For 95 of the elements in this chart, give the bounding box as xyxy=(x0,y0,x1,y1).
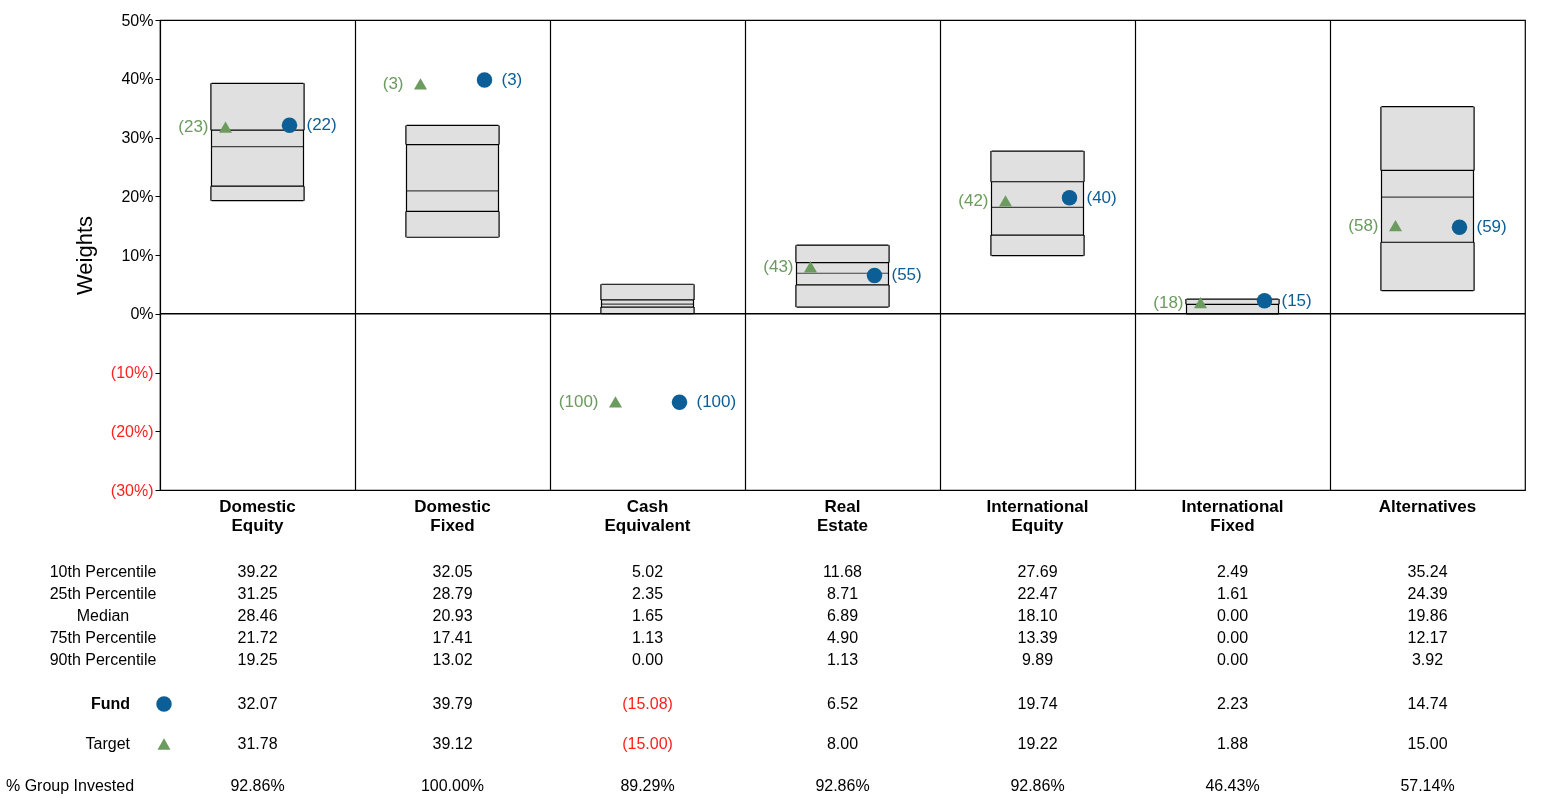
y-tick-label: (10%) xyxy=(110,364,154,381)
text: (15.00) xyxy=(622,735,673,752)
text: 39.12 xyxy=(432,735,473,752)
y-tick-label: 40% xyxy=(121,70,154,88)
text: 0.00 xyxy=(631,651,664,668)
x-tick-label: Real Estate xyxy=(816,496,869,535)
x-tick-label: Alternatives xyxy=(1378,496,1477,516)
text: 19.22 xyxy=(1017,735,1058,752)
text: 24.39 xyxy=(1407,585,1448,602)
text: 2.23 xyxy=(1216,695,1249,712)
text: 20.93 xyxy=(432,607,473,624)
text: 1.61 xyxy=(1216,585,1249,602)
text: 21.72 xyxy=(237,629,278,646)
text: 11.68 xyxy=(823,563,863,580)
annotation: (22) xyxy=(306,115,337,135)
legend-label: Fund xyxy=(90,695,130,712)
annotation: (23) xyxy=(178,117,209,137)
text: 31.78 xyxy=(237,735,278,752)
text: 39.22 xyxy=(237,563,278,580)
annotation: (55) xyxy=(891,265,922,285)
x-tick-label: Domestic Fixed xyxy=(414,496,491,535)
y-tick-label: (30%) xyxy=(110,481,154,499)
text: 15.00 xyxy=(1407,735,1448,752)
text: 28.79 xyxy=(432,585,473,602)
text: 8.71 xyxy=(826,585,859,602)
text: 92.86% xyxy=(815,777,870,794)
text: 13.39 xyxy=(1017,629,1058,646)
text: 27.69 xyxy=(1017,563,1058,580)
text: 92.86% xyxy=(1010,777,1065,794)
text: 19.74 xyxy=(1017,695,1058,712)
text: 6.89 xyxy=(826,607,859,624)
text: 2.35 xyxy=(631,585,664,602)
y-tick-label: 30% xyxy=(121,129,154,146)
text: 18.10 xyxy=(1017,607,1058,624)
text: 12.17 xyxy=(1407,629,1448,646)
text: 3.92 xyxy=(1411,651,1444,668)
text: 22.47 xyxy=(1017,585,1058,602)
text: 89.29% xyxy=(620,777,675,794)
x-tick-label: International Equity xyxy=(986,496,1089,535)
annotation: (18) xyxy=(1153,292,1184,312)
text: 32.07 xyxy=(237,695,278,712)
text: % Group Invested xyxy=(5,777,135,794)
y-tick-label: 20% xyxy=(121,187,154,205)
text: 19.86 xyxy=(1407,607,1448,624)
annotation: (15) xyxy=(1281,290,1312,310)
annotation: (59) xyxy=(1476,217,1507,237)
text: 10th Percentile xyxy=(49,563,157,580)
text: 0.00 xyxy=(1216,607,1249,624)
text: 6.52 xyxy=(826,695,859,712)
text: 28.46 xyxy=(237,607,278,624)
text: 57.14% xyxy=(1400,777,1455,794)
text: 14.74 xyxy=(1407,695,1448,712)
y-axis-title: Weights xyxy=(71,215,97,296)
text: 17.41 xyxy=(432,629,473,646)
x-tick-label: International Fixed xyxy=(1181,496,1284,535)
text: 25th Percentile xyxy=(49,585,157,602)
text: 92.86% xyxy=(230,777,285,794)
y-tick-label: 50% xyxy=(121,11,154,29)
text: 0.00 xyxy=(1216,651,1249,668)
y-tick-label: 0% xyxy=(130,305,154,323)
text: 8.00 xyxy=(826,735,859,752)
text: 39.79 xyxy=(432,695,473,712)
legend-label: Target xyxy=(85,735,131,752)
text: 1.13 xyxy=(631,629,664,646)
annotation: (40) xyxy=(1086,187,1117,207)
text: 1.88 xyxy=(1216,735,1249,752)
annotation: (3) xyxy=(501,69,523,89)
text: 9.89 xyxy=(1021,651,1054,668)
annotation: (58) xyxy=(1348,215,1379,235)
annotation: (3) xyxy=(382,73,404,93)
text: 90th Percentile xyxy=(49,651,157,668)
text: 1.65 xyxy=(631,607,664,624)
text: 19.25 xyxy=(237,651,278,668)
y-tick-label: (20%) xyxy=(110,422,154,440)
text: 100.00% xyxy=(420,777,485,794)
annotation: (43) xyxy=(763,256,794,276)
annotation: (42) xyxy=(958,190,989,210)
text: 1.13 xyxy=(826,651,859,668)
text: 5.02 xyxy=(631,563,664,580)
x-tick-label: Domestic Equity xyxy=(219,496,296,535)
x-tick-label: Cash Equivalent xyxy=(604,496,691,535)
text: 32.05 xyxy=(432,563,473,580)
text: 13.02 xyxy=(432,651,473,668)
text: 46.43% xyxy=(1205,777,1260,794)
text: 0.00 xyxy=(1216,629,1249,646)
text: Median xyxy=(76,607,130,624)
text: 31.25 xyxy=(237,585,278,602)
text: 75th Percentile xyxy=(49,629,157,646)
y-tick-label: 10% xyxy=(121,246,154,264)
text: (15.08) xyxy=(622,695,673,712)
text: 35.24 xyxy=(1407,563,1448,580)
text: 2.49 xyxy=(1216,563,1249,580)
annotation: (100) xyxy=(558,391,599,411)
annotation: (100) xyxy=(696,392,737,412)
text: 4.90 xyxy=(826,629,859,646)
